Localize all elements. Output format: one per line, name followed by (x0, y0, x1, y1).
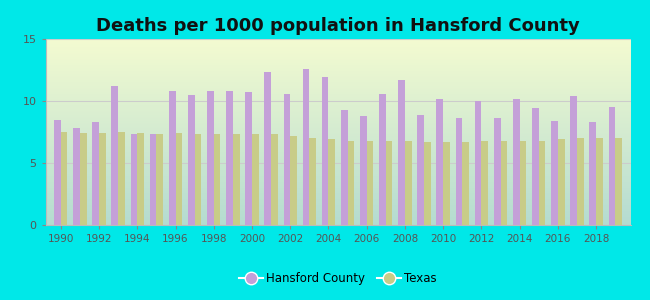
Bar (176, 133, 182, 225)
Bar (290, 136, 297, 225)
Bar (226, 91, 233, 225)
Bar (608, 107, 615, 225)
Bar (194, 134, 202, 225)
Bar (118, 132, 125, 225)
Bar (303, 69, 309, 225)
Bar (150, 134, 157, 225)
Bar (245, 92, 252, 225)
Bar (482, 141, 488, 225)
Bar (252, 134, 259, 225)
Bar (328, 140, 335, 225)
Bar (558, 140, 565, 225)
Bar (443, 142, 450, 225)
Bar (513, 98, 519, 225)
Title: Deaths per 1000 population in Hansford County: Deaths per 1000 population in Hansford C… (96, 17, 580, 35)
Bar (615, 138, 622, 225)
Bar (137, 133, 144, 225)
Bar (207, 91, 214, 225)
Bar (519, 141, 526, 225)
Bar (494, 118, 500, 225)
Bar (570, 96, 577, 225)
Bar (188, 95, 194, 225)
Bar (405, 141, 411, 225)
Bar (80, 133, 86, 225)
Bar (99, 133, 106, 225)
Bar (309, 138, 316, 225)
Bar (577, 138, 584, 225)
Bar (54, 120, 61, 225)
Bar (157, 134, 163, 225)
Bar (532, 108, 539, 225)
Bar (474, 101, 482, 225)
Legend: Hansford County, Texas: Hansford County, Texas (235, 267, 441, 290)
Bar (398, 80, 405, 225)
Bar (360, 116, 367, 225)
Bar (424, 142, 431, 225)
Bar (462, 142, 469, 225)
Bar (341, 110, 348, 225)
Bar (500, 141, 507, 225)
Bar (283, 94, 290, 225)
Bar (61, 132, 68, 225)
Bar (92, 122, 99, 225)
Bar (233, 134, 240, 225)
Bar (131, 134, 137, 225)
Bar (456, 118, 462, 225)
Bar (214, 134, 220, 225)
Bar (386, 141, 393, 225)
Bar (73, 128, 80, 225)
Bar (379, 94, 386, 225)
Bar (539, 141, 545, 225)
Bar (590, 122, 596, 225)
Bar (169, 91, 176, 225)
Bar (111, 86, 118, 225)
Bar (367, 141, 373, 225)
Bar (265, 73, 271, 225)
Bar (551, 121, 558, 225)
Bar (596, 138, 603, 225)
Bar (417, 115, 424, 225)
Bar (322, 77, 328, 225)
Bar (271, 134, 278, 225)
Bar (436, 98, 443, 225)
Bar (348, 141, 354, 225)
